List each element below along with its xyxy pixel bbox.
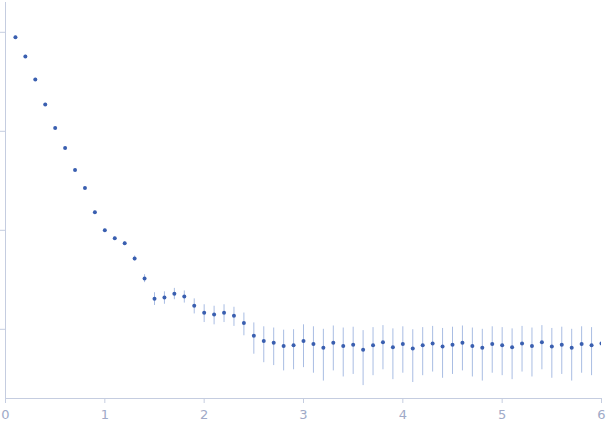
- svg-text:0: 0: [1, 407, 9, 422]
- svg-text:6: 6: [597, 407, 605, 422]
- svg-text:5: 5: [498, 407, 506, 422]
- svg-text:4: 4: [399, 407, 407, 422]
- svg-text:1: 1: [101, 407, 109, 422]
- svg-text:3: 3: [299, 407, 307, 422]
- svg-text:2: 2: [200, 407, 208, 422]
